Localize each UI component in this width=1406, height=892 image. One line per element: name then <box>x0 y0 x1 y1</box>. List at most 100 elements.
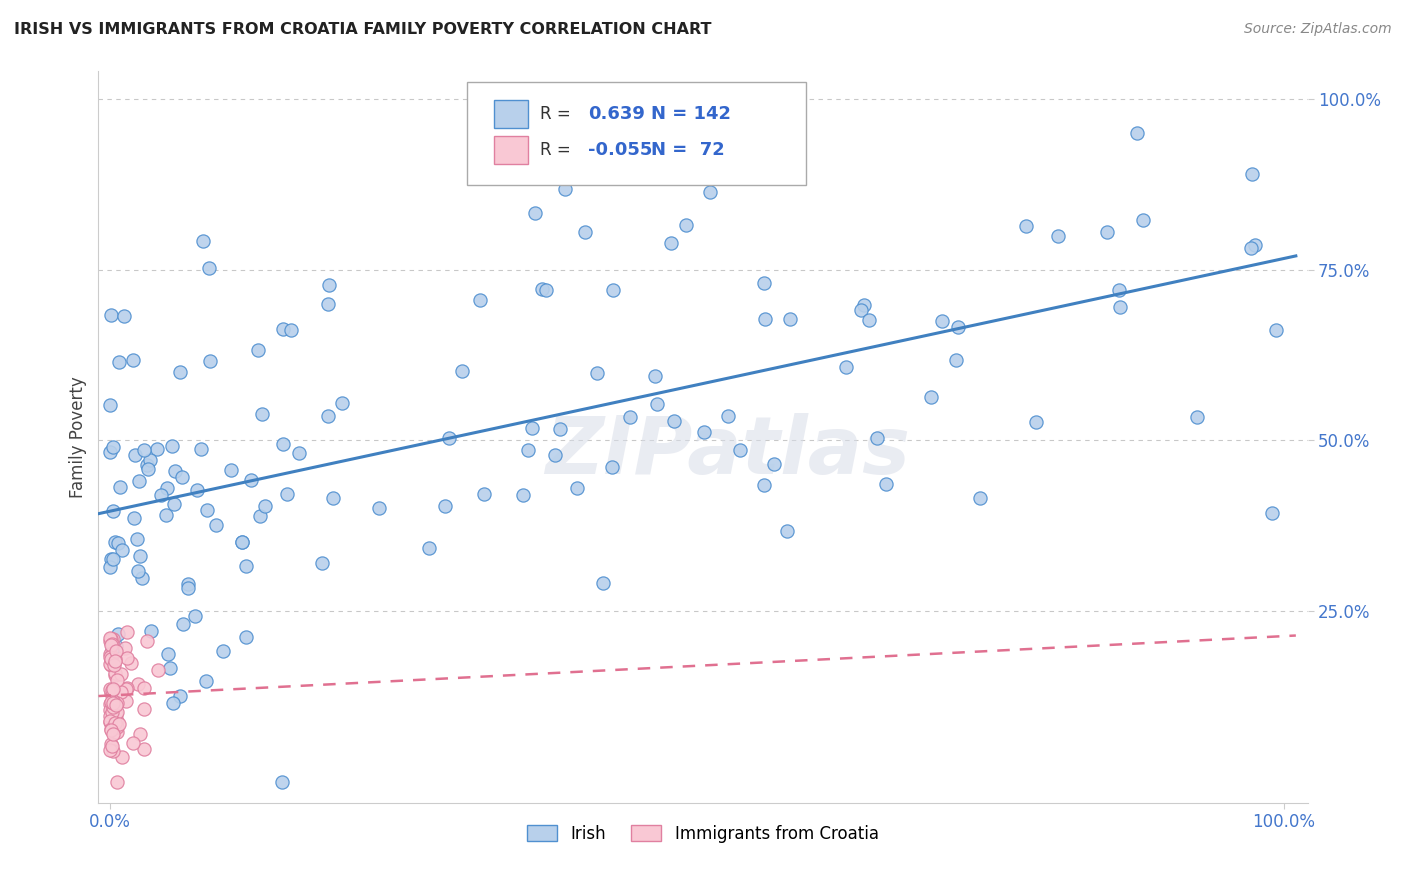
Point <box>219 463 242 477</box>
Point <box>548 422 571 436</box>
Point <box>169 689 191 703</box>
Point <box>858 312 880 326</box>
Point <box>516 443 538 458</box>
Point <box>170 470 193 484</box>
Point <box>866 432 889 446</box>
Point <box>127 564 149 578</box>
Point <box>146 442 169 457</box>
Point <box>103 665 125 680</box>
Point <box>190 442 212 456</box>
Point <box>131 571 153 585</box>
Point <box>520 421 543 435</box>
Point <box>115 651 138 665</box>
Point <box>162 439 184 453</box>
Point <box>647 396 669 410</box>
Point <box>101 696 124 710</box>
Point <box>271 437 294 451</box>
Text: N =  72: N = 72 <box>651 141 724 159</box>
Point <box>100 723 122 737</box>
Point <box>101 696 124 710</box>
Point <box>100 737 122 751</box>
Point <box>699 185 721 199</box>
Point <box>270 775 292 789</box>
Point <box>246 343 269 358</box>
Point <box>322 491 344 505</box>
Point <box>127 532 149 546</box>
Point <box>662 414 685 428</box>
Point <box>231 535 253 549</box>
Point <box>132 442 155 457</box>
Point <box>136 462 159 476</box>
Point <box>169 365 191 379</box>
Point <box>1015 219 1038 233</box>
Point <box>318 277 340 292</box>
Point <box>120 656 142 670</box>
Y-axis label: Family Poverty: Family Poverty <box>69 376 87 498</box>
Point <box>159 661 181 675</box>
Point <box>851 303 873 318</box>
Point <box>104 654 127 668</box>
Point <box>98 714 121 728</box>
Point <box>108 717 131 731</box>
Point <box>107 673 129 688</box>
Text: N = 142: N = 142 <box>651 104 731 123</box>
Point <box>111 543 134 558</box>
Point <box>195 674 218 689</box>
Point <box>271 322 294 336</box>
Point <box>1240 241 1263 255</box>
Point <box>450 363 472 377</box>
Point <box>250 407 273 421</box>
Point <box>115 681 138 695</box>
Point <box>1261 506 1284 520</box>
Point <box>531 282 554 296</box>
Point <box>100 707 122 722</box>
Point <box>172 616 194 631</box>
Point <box>675 218 697 232</box>
Point <box>318 297 340 311</box>
Text: IRISH VS IMMIGRANTS FROM CROATIA FAMILY POVERTY CORRELATION CHART: IRISH VS IMMIGRANTS FROM CROATIA FAMILY … <box>14 22 711 37</box>
Point <box>1264 322 1286 336</box>
Point <box>560 147 582 161</box>
Point <box>101 743 124 757</box>
Point <box>111 750 134 764</box>
Point <box>1240 167 1263 181</box>
Point <box>468 293 491 307</box>
Point <box>316 409 339 424</box>
Point <box>108 480 131 494</box>
Point <box>124 448 146 462</box>
Point <box>1095 225 1118 239</box>
Point <box>231 535 253 549</box>
Point <box>155 508 177 523</box>
Point <box>115 681 138 696</box>
Point <box>121 353 143 368</box>
Point <box>1047 228 1070 243</box>
Point <box>128 727 150 741</box>
Point <box>103 440 125 454</box>
Point <box>128 474 150 488</box>
Point <box>565 481 588 495</box>
Point <box>762 457 785 471</box>
Point <box>105 706 128 720</box>
Point <box>240 473 263 487</box>
Point <box>439 431 461 445</box>
Point <box>835 360 858 375</box>
Point <box>186 483 208 498</box>
Point <box>98 682 121 697</box>
Point <box>100 560 122 574</box>
Point <box>100 658 122 673</box>
Point <box>1108 284 1130 298</box>
Point <box>101 643 124 657</box>
Point <box>1132 213 1154 227</box>
Point <box>100 650 122 665</box>
Point <box>128 549 150 563</box>
Point <box>330 396 353 410</box>
Point <box>472 487 495 501</box>
Point <box>619 410 641 425</box>
Text: R =: R = <box>540 104 576 123</box>
Point <box>98 709 121 723</box>
Point <box>205 517 228 532</box>
Point <box>98 697 121 711</box>
Point <box>602 283 624 297</box>
Point <box>132 741 155 756</box>
Point <box>418 541 440 555</box>
